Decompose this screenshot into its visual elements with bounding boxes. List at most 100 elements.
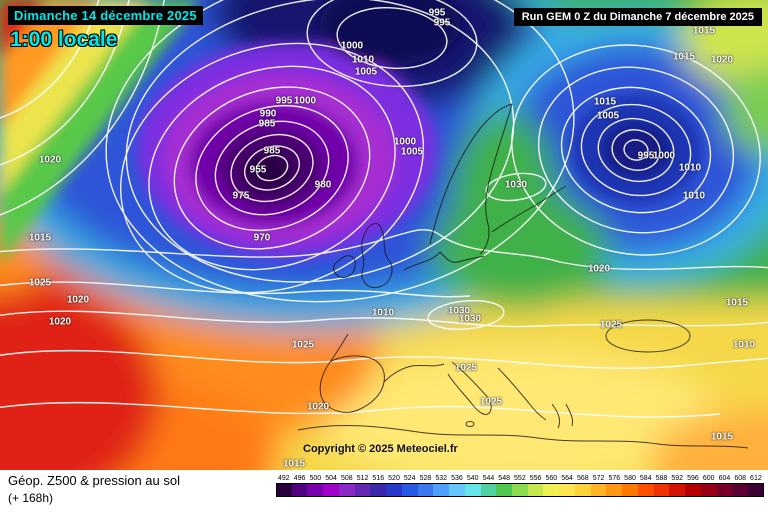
colorbar-step: 584 [637,474,654,497]
colorbar-step: 612 [748,474,764,497]
colorbar-swatch [276,483,292,497]
colorbar-value: 572 [592,475,605,482]
colorbar-value: 548 [498,475,510,482]
colorbar-value: 500 [309,475,322,482]
colorbar-step: 564 [559,474,575,497]
colorbar-swatch [323,483,339,497]
colorbar-swatch [464,483,481,497]
colorbar-swatch [590,483,607,497]
map-footer: Géop. Z500 & pression au sol (+ 168h) 49… [0,470,768,512]
colorbar-swatch [527,483,544,497]
colorbar-swatch [291,483,308,497]
colorbar-swatch [449,483,465,497]
colorbar-value: 556 [529,475,542,482]
colorbar-swatch [685,483,701,497]
colorbar-value: 608 [734,475,746,482]
colorbar-swatch [401,483,418,497]
colorbar-value: 604 [718,475,731,482]
colorbar-step: 516 [370,474,387,497]
colorbar-step: 580 [622,474,638,497]
colorbar-swatch [748,483,764,497]
colorbar-swatch [433,483,450,497]
colorbar-value: 540 [466,475,479,482]
colorbar-step: 512 [354,474,371,497]
colorbar-swatch [480,483,497,497]
colorbar-swatch [543,483,560,497]
colorbar-value: 508 [340,475,353,482]
colorbar-step: 608 [732,474,749,497]
colorbar: 492 496 500 504 508 512 516 520 524 528 532 536 540 5… [276,474,764,497]
colorbar-value: 536 [451,475,463,482]
colorbar-value: 544 [482,475,495,482]
colorbar-swatch [574,483,591,497]
colorbar-step: 496 [291,474,308,497]
map-canvas: 995 995 1000 1010 1005 995 1000 990 985 985 955 975… [0,0,768,470]
field-core-blobs [0,0,702,265]
colorbar-step: 524 [401,474,418,497]
colorbar-value: 504 [325,475,337,482]
colorbar-step: 492 [276,474,292,497]
colorbar-step: 556 [527,474,544,497]
colorbar-value: 492 [278,475,290,482]
colorbar-swatch [512,483,528,497]
colorbar-step: 528 [417,474,434,497]
colorbar-swatch [606,483,623,497]
forecast-hour-label: (+ 168h) [8,491,54,505]
colorbar-value: 612 [750,475,762,482]
colorbar-swatch [496,483,513,497]
isobar-contours [0,0,768,418]
colorbar-step: 500 [307,474,324,497]
colorbar-step: 540 [464,474,481,497]
colorbar-value: 592 [671,475,684,482]
geopotential-field-svg [0,0,768,470]
colorbar-value: 528 [419,475,432,482]
colorbar-step: 548 [496,474,513,497]
colorbar-step: 568 [574,474,591,497]
colorbar-swatch [417,483,434,497]
map-title: Géop. Z500 & pression au sol [8,473,180,488]
colorbar-step: 504 [323,474,339,497]
colorbar-value: 524 [403,475,416,482]
colorbar-value: 584 [639,475,652,482]
colorbar-swatch [354,483,371,497]
colorbar-swatch [700,483,717,497]
colorbar-value: 496 [293,475,306,482]
colorbar-swatch [622,483,638,497]
colorbar-value: 580 [624,475,636,482]
forecast-date-banner: Dimanche 14 décembre 2025 [8,6,203,25]
colorbar-value: 532 [435,475,448,482]
colorbar-step: 536 [449,474,465,497]
colorbar-value: 520 [388,475,400,482]
colorbar-swatch [338,483,355,497]
colorbar-step: 600 [700,474,717,497]
copyright-notice: Copyright © 2025 Meteociel.fr [303,443,458,455]
footer-titles: Géop. Z500 & pression au sol (+ 168h) [0,470,276,505]
colorbar-swatch [669,483,686,497]
coastlines [297,103,749,449]
colorbar-step: 508 [338,474,355,497]
colorbar-value: 596 [687,475,699,482]
colorbar-swatch [370,483,387,497]
colorbar-step: 552 [512,474,528,497]
colorbar-swatch [637,483,654,497]
colorbar-step: 588 [653,474,670,497]
colorbar-value: 516 [372,475,385,482]
colorbar-step: 592 [669,474,686,497]
colorbar-value: 576 [608,475,621,482]
colorbar-step: 544 [480,474,497,497]
colorbar-value: 588 [655,475,668,482]
colorbar-step: 560 [543,474,560,497]
colorbar-value: 568 [576,475,589,482]
colorbar-step: 520 [386,474,402,497]
colorbar-value: 600 [702,475,715,482]
colorbar-swatch [653,483,670,497]
colorbar-swatch [732,483,749,497]
colorbar-value: 552 [514,475,526,482]
colorbar-swatch [559,483,575,497]
colorbar-step: 572 [590,474,607,497]
colorbar-step: 576 [606,474,623,497]
colorbar-step: 596 [685,474,701,497]
colorbar-value: 564 [561,475,573,482]
colorbar-step: 604 [716,474,733,497]
